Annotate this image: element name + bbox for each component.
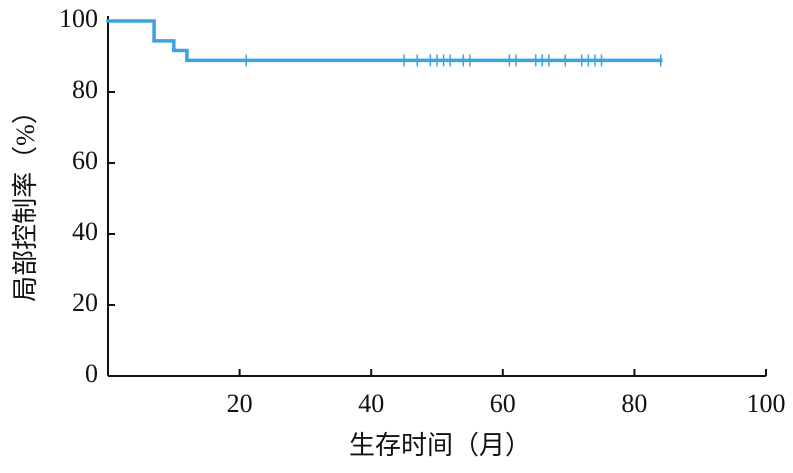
y-tick-label: 100 bbox=[59, 4, 98, 33]
y-axis-label: 局部控制率（%） bbox=[11, 98, 40, 302]
x-tick-label: 100 bbox=[747, 389, 786, 418]
x-tick-label: 40 bbox=[358, 389, 384, 418]
y-tick-label: 40 bbox=[72, 217, 98, 246]
x-tick-label: 60 bbox=[490, 389, 516, 418]
y-tick-label: 20 bbox=[72, 288, 98, 317]
x-axis-label: 生存时间（月） bbox=[349, 431, 531, 460]
x-tick-label: 20 bbox=[227, 389, 253, 418]
x-tick-label: 80 bbox=[621, 389, 647, 418]
y-tick-label: 80 bbox=[72, 75, 98, 104]
y-tick-label: 0 bbox=[85, 359, 98, 388]
y-tick-label: 60 bbox=[72, 146, 98, 175]
